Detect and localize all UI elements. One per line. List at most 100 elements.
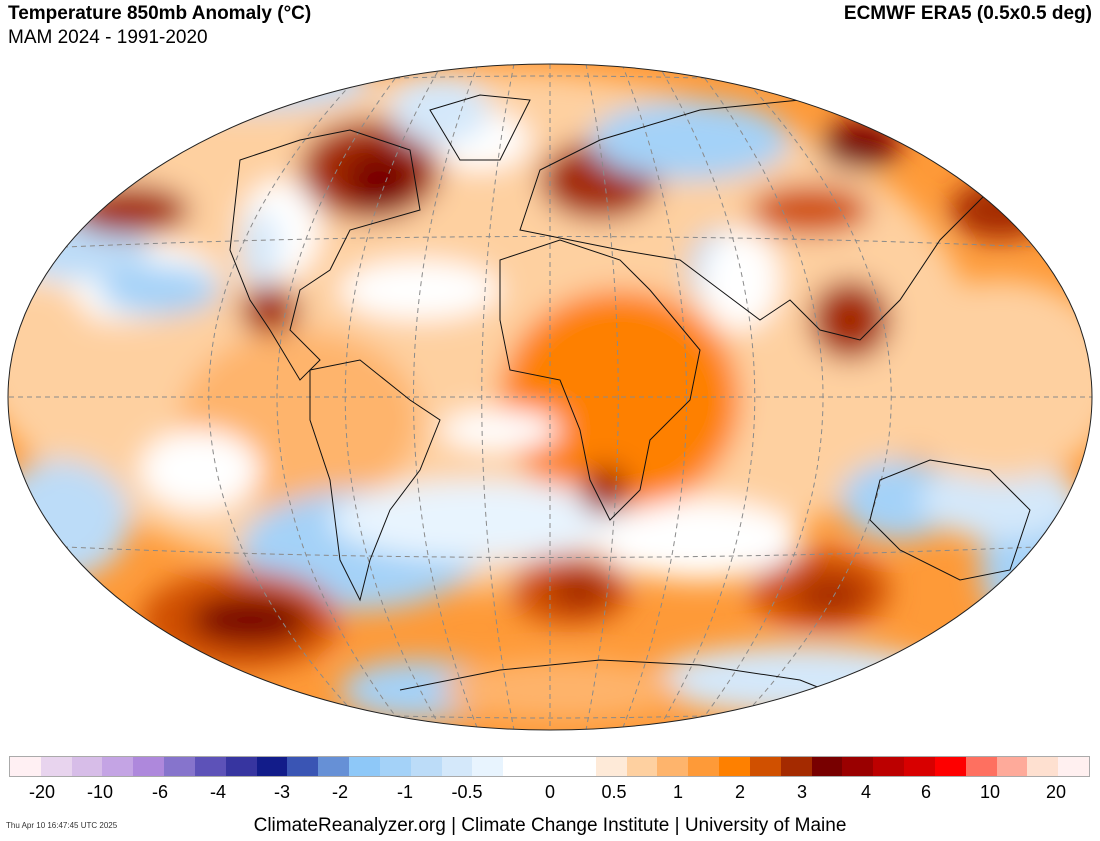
anomaly-region [810,280,890,360]
map-border [7,63,1093,731]
anomaly-region [440,660,680,720]
colorbar-label: 0.5 [601,782,627,802]
anomaly-field [8,64,1092,720]
longitude-line [693,64,824,730]
colorbar-swatch [225,757,257,776]
anomaly-region [950,180,1050,240]
colorbar-swatch [873,757,905,776]
coastline [519,99,1001,341]
colorbar-label: -4 [209,782,227,802]
colorbar-swatch [626,757,658,776]
anomaly-region [190,595,310,645]
longitude-line [481,64,515,730]
colorbar-label: 1 [672,782,684,802]
colorbar-swatch [133,757,165,776]
colorbar-label: -6 [151,782,169,802]
colorbar-swatch [564,757,596,776]
anomaly-region [240,210,280,290]
latitude-line [8,543,1092,558]
colorbar-swatch [534,757,565,776]
anomaly-region [750,185,870,235]
coastline [399,659,851,701]
anomaly-region [580,465,630,515]
map-title: Temperature 850mb Anomaly (°C) [8,3,312,24]
anomaly-region [550,570,610,610]
credit-line: ClimateReanalyzer.org | Climate Change I… [253,815,847,836]
dataset-label: ECMWF ERA5 (0.5x0.5 deg) [843,3,1092,24]
colorbar-label: -20 [28,782,56,802]
colorbar-swatch [719,757,750,776]
anomaly-region [500,290,740,510]
coastline [869,459,1031,581]
anomaly-region [140,430,260,510]
colorbar-label: -0.5 [451,782,483,802]
anomaly-region [440,410,560,450]
map-subtitle: MAM 2024 - 1991-2020 [8,27,208,48]
colorbar-swatch [503,757,535,776]
coastline [229,129,421,381]
anomaly-region [390,75,490,145]
anomaly-region [920,460,1080,540]
colorbar-label: 4 [860,782,872,802]
colorbar-swatch [102,757,134,776]
longitude-line [276,64,407,730]
colorbar-label: 2 [734,782,746,802]
anomaly-region [345,150,415,210]
anomaly-region [340,260,500,320]
colorbar-swatch [688,757,720,776]
longitude-line [208,64,371,730]
colorbar-swatch [780,757,812,776]
colorbar-swatch [1027,757,1059,776]
coastlines [229,94,1031,701]
colorbar-swatch [842,757,874,776]
colorbar-swatch [10,757,41,776]
colorbar-swatch [657,757,689,776]
anomaly-map [7,63,1093,731]
anomaly-region [600,500,800,580]
anomaly-region [100,265,220,315]
colorbar-label: 3 [796,782,808,802]
colorbar-swatch [71,757,103,776]
colorbar-swatch [318,757,350,776]
coastline [309,359,441,602]
colorbar-swatch [194,757,226,776]
anomaly-region [70,185,190,235]
colorbar-swatch [410,757,442,776]
colorbar-label: 10 [979,782,1001,802]
anomaly-region [330,480,630,560]
anomaly-region [130,64,370,110]
colorbar-swatch [472,757,504,776]
colorbar-swatch [256,757,288,776]
colorbar-label: -1 [396,782,414,802]
longitude-line [657,64,756,730]
colorbar-swatch [379,757,411,776]
colorbar-swatch [811,757,843,776]
colorbar-label: 0 [544,782,556,802]
coastline [499,239,701,521]
colorbar-label: -3 [273,782,291,802]
colorbar-swatch [996,757,1028,776]
longitude-line [344,64,443,730]
timestamp: Thu Apr 10 16:47:45 UTC 2025 [6,821,118,830]
colorbar-swatch [287,757,319,776]
colorbar-label: 6 [920,782,932,802]
anomaly-region [700,230,780,330]
anomaly-region [880,280,1092,480]
colorbar-swatch [965,757,997,776]
anomaly-region [240,285,300,335]
colorbar-label: 20 [1045,782,1067,802]
anomaly-region [820,120,900,170]
colorbar [9,756,1090,777]
coastline [429,94,531,161]
colorbar-swatch [40,757,72,776]
longitude-line [729,64,892,730]
colorbar-swatch [749,757,781,776]
longitude-line [413,64,479,730]
colorbar-label: -2 [331,782,349,802]
longitude-line [585,64,619,730]
colorbar-swatch [164,757,195,776]
colorbar-swatch [595,757,627,776]
colorbar-swatch [349,757,380,776]
longitude-line [621,64,687,730]
colorbar-swatch [904,757,935,776]
